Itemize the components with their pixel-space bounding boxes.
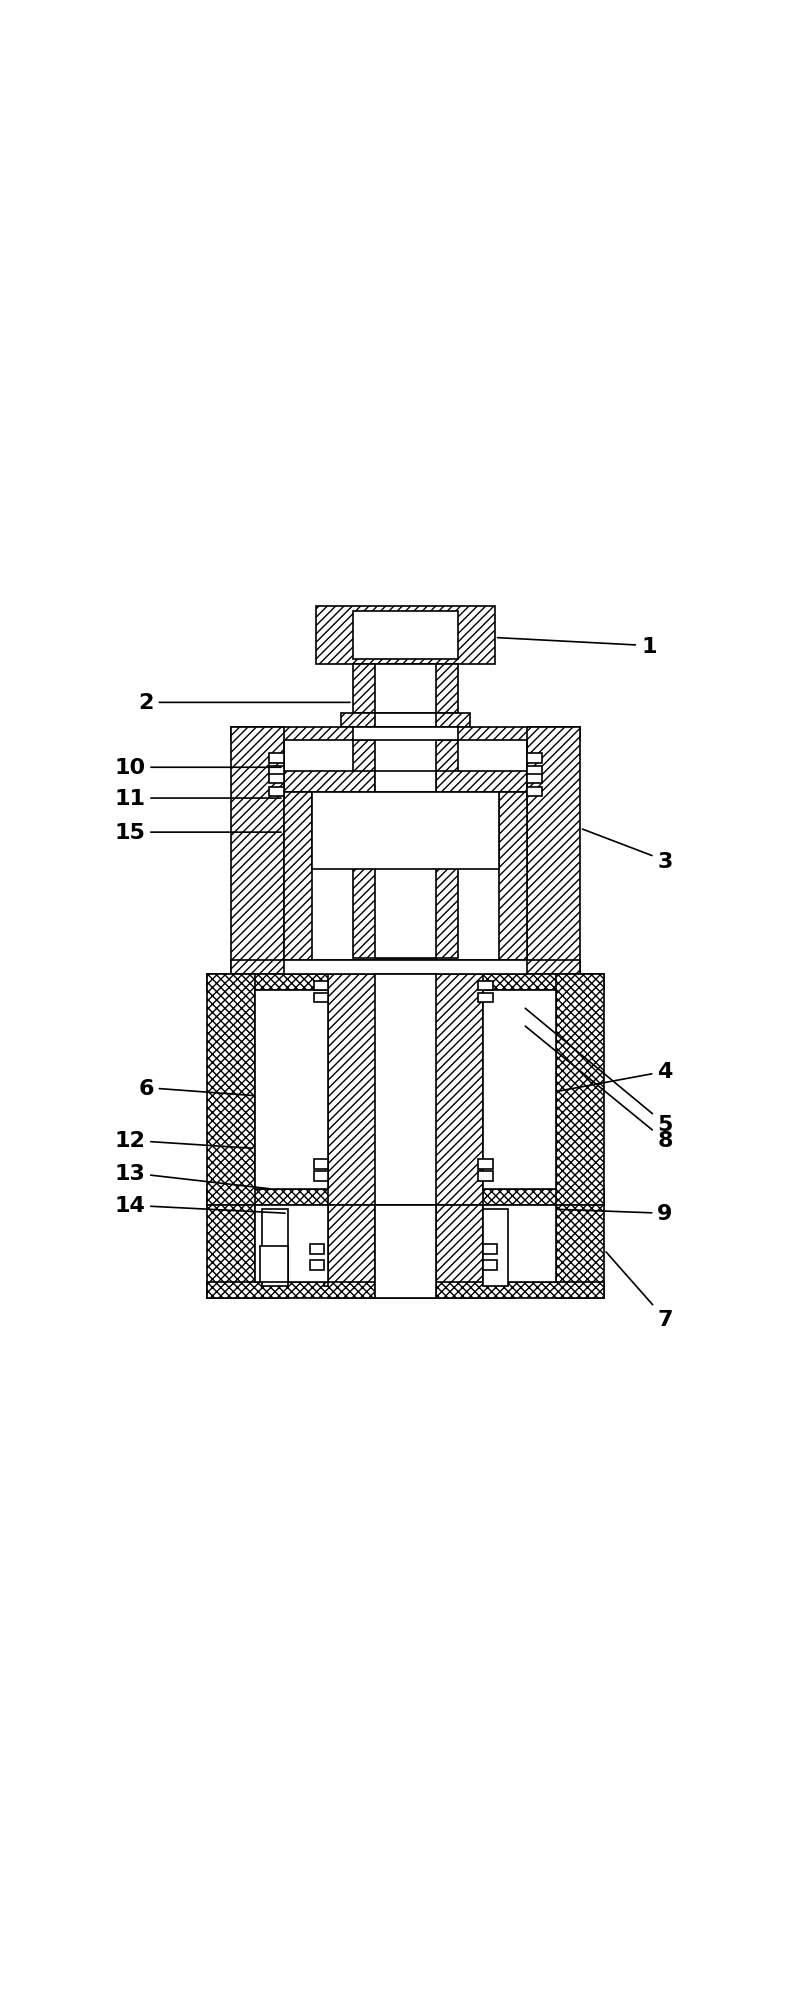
Bar — [310, 1245, 324, 1255]
Bar — [255, 1206, 288, 1299]
Bar — [231, 727, 284, 975]
Bar — [314, 993, 328, 1003]
Bar — [353, 727, 458, 959]
Bar — [284, 771, 527, 792]
Bar — [483, 1206, 556, 1283]
Text: 9: 9 — [558, 1204, 672, 1225]
Bar — [527, 787, 542, 798]
Text: 10: 10 — [114, 757, 281, 777]
Text: 5: 5 — [526, 1009, 672, 1134]
Bar — [375, 1206, 436, 1299]
Bar — [527, 727, 580, 975]
Bar — [314, 1160, 328, 1168]
Bar — [314, 981, 328, 991]
Bar — [483, 1206, 515, 1299]
Bar — [353, 612, 458, 661]
Bar — [231, 727, 580, 741]
Bar — [255, 1206, 328, 1283]
Text: 2: 2 — [139, 693, 350, 713]
Bar — [375, 771, 436, 792]
Bar — [312, 792, 499, 870]
Bar — [207, 1206, 255, 1299]
Bar — [316, 606, 495, 665]
Bar — [231, 961, 580, 975]
Bar — [269, 787, 284, 798]
Bar — [353, 727, 458, 741]
Bar — [353, 665, 458, 713]
Bar — [207, 975, 604, 991]
Bar — [527, 765, 542, 775]
Bar — [375, 713, 436, 727]
Bar — [341, 713, 470, 727]
Bar — [310, 1261, 324, 1271]
Bar — [478, 1172, 493, 1182]
Bar — [207, 1190, 604, 1206]
Bar — [375, 665, 436, 713]
Text: 7: 7 — [606, 1253, 673, 1329]
Bar — [207, 975, 255, 1206]
Text: 3: 3 — [582, 830, 672, 872]
Bar — [262, 1210, 288, 1287]
Text: 4: 4 — [558, 1061, 672, 1092]
Text: 14: 14 — [114, 1196, 285, 1216]
Bar — [375, 975, 436, 1206]
Bar — [269, 765, 284, 775]
Bar — [483, 1261, 497, 1271]
Bar — [483, 991, 556, 1190]
Bar — [556, 1206, 604, 1299]
Bar — [207, 1283, 604, 1299]
Bar — [556, 975, 604, 1206]
Bar — [269, 753, 284, 763]
Text: 6: 6 — [138, 1077, 253, 1098]
Text: 15: 15 — [114, 824, 281, 842]
Bar — [483, 1210, 508, 1287]
Bar — [314, 1172, 328, 1182]
Bar — [324, 1235, 328, 1287]
Bar — [260, 1247, 288, 1283]
Text: 13: 13 — [114, 1164, 269, 1188]
Text: 11: 11 — [114, 789, 281, 810]
Bar — [284, 961, 527, 975]
Bar — [499, 792, 527, 975]
Bar — [483, 1245, 497, 1255]
Bar — [478, 993, 493, 1003]
Bar — [255, 991, 328, 1190]
Bar — [527, 753, 542, 763]
Bar — [284, 792, 312, 975]
Bar — [375, 1206, 436, 1299]
Bar — [328, 975, 483, 1206]
Text: 8: 8 — [526, 1027, 673, 1150]
Bar — [478, 981, 493, 991]
Text: 1: 1 — [497, 636, 657, 657]
Bar — [478, 1160, 493, 1168]
Text: 12: 12 — [114, 1130, 253, 1150]
Bar — [328, 1206, 483, 1299]
Bar — [375, 727, 436, 959]
Bar — [269, 773, 284, 783]
Bar — [527, 773, 542, 783]
